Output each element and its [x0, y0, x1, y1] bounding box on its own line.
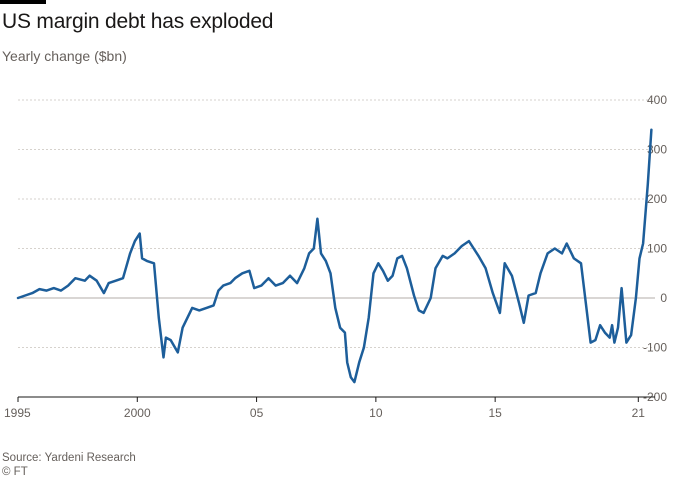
source-note: Source: Yardeni Research [2, 452, 136, 464]
y-tick-label: 100 [647, 242, 667, 256]
x-tick-label: 05 [250, 406, 264, 420]
x-tick-label: 10 [369, 406, 383, 420]
y-tick-label: -200 [643, 390, 667, 404]
x-tick-label: 2000 [124, 406, 151, 420]
y-tick-label: 300 [647, 143, 667, 157]
brand-bar [0, 0, 46, 4]
y-tick-label: 200 [647, 192, 667, 206]
y-tick-label: 0 [660, 291, 667, 305]
y-tick-label: 400 [647, 93, 667, 107]
chart-footer: Source: Yardeni Research © FT [2, 451, 136, 479]
y-axis: 400 300 200 100 0 -100 -200 [643, 93, 667, 404]
x-tick-label: 15 [488, 406, 502, 420]
copyright-note: © FT [2, 466, 28, 478]
chart-title: US margin debt has exploded [2, 10, 274, 33]
chart-subtitle: Yearly change ($bn) [2, 48, 127, 64]
chart-area: 400 300 200 100 0 -100 -200 1995 2000 05 10 15 21 [4, 93, 667, 420]
plot-area [16, 128, 653, 384]
series-line-0 [16, 128, 653, 384]
x-axis: 1995 2000 05 10 15 21 [4, 396, 655, 420]
y-tick-label: -100 [643, 341, 667, 355]
chart-grid [18, 99, 655, 398]
x-tick-label: 1995 [4, 406, 31, 420]
x-tick-label: 21 [632, 406, 646, 420]
